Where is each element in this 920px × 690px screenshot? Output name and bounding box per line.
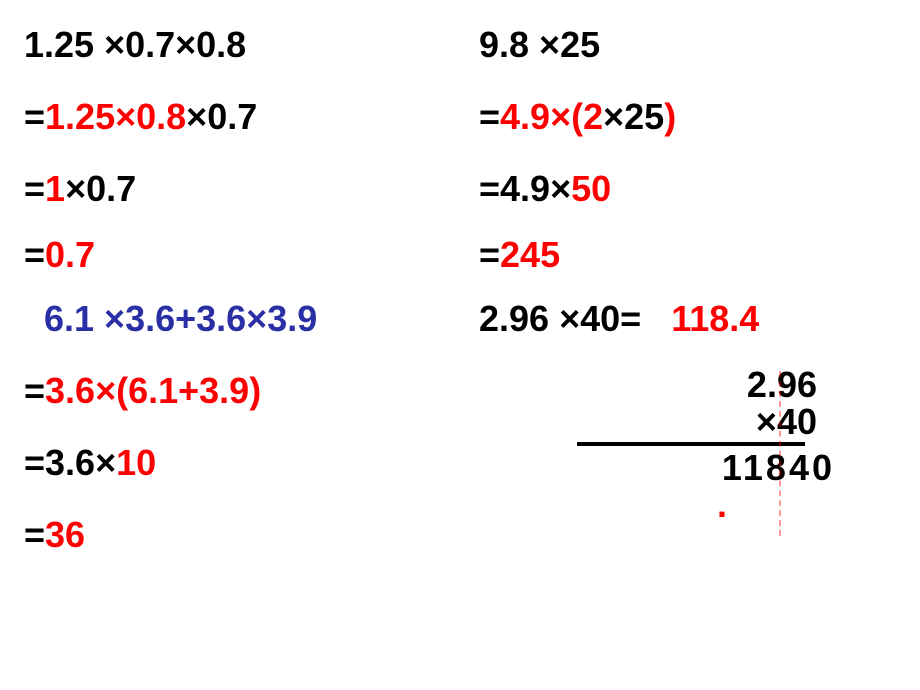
p2-s1-a: 4.9×(2 — [500, 96, 603, 138]
equals-sign: = — [24, 234, 45, 276]
gap — [641, 298, 671, 340]
decimal-guide-line — [779, 371, 781, 536]
p1-step-3: =0.7 — [24, 234, 479, 292]
p1-answer: 0.7 — [45, 234, 95, 276]
equals-sign: = — [479, 234, 500, 276]
ld-multiplier: ×40 — [567, 404, 909, 440]
equals-sign: = — [24, 96, 45, 138]
p2-s1-b: ×25 — [603, 96, 664, 138]
equals-sign: = — [24, 514, 45, 556]
problem-3-title: 6.1 ×3.6+3.6×3.9 — [24, 292, 479, 364]
equals-sign: = — [479, 96, 500, 138]
problem-4-title: 2.96 ×40= 118.4 — [479, 292, 909, 364]
problem-1-title: 1.25 ×0.7×0.8 — [24, 18, 479, 90]
p1-step-1: =1.25×0.8×0.7 — [24, 90, 479, 162]
p1-s2-tail: ×0.7 — [65, 168, 136, 210]
p4-answer: 118.4 — [671, 298, 759, 340]
problem-2-title: 9.8 ×25 — [479, 18, 909, 90]
p1-expr: 1.25 ×0.7×0.8 — [24, 24, 246, 66]
p3-expr: 6.1 ×3.6+3.6×3.9 — [44, 298, 317, 340]
p3-step-1: =3.6×(6.1+3.9) — [24, 364, 479, 436]
p1-s2-highlight: 1 — [45, 168, 65, 210]
left-column: 1.25 ×0.7×0.8 =1.25×0.8×0.7 =1×0.7 =0.7 … — [24, 18, 479, 580]
p3-step-2: =3.6×10 — [24, 436, 479, 508]
p3-s1-highlight: 3.6×(6.1+3.9) — [45, 370, 261, 412]
p4-lhs: 2.96 ×40= — [479, 298, 641, 340]
p3-s2-highlight: 10 — [116, 442, 156, 484]
p2-s2-highlight: 50 — [571, 168, 611, 210]
p2-step-3: =245 — [479, 234, 909, 292]
p3-answer: 36 — [45, 514, 85, 556]
right-column: 9.8 ×25 =4.9×(2×25) =4.9×50 =245 2.96 ×4… — [479, 18, 909, 580]
p2-s2-pre: =4.9× — [479, 168, 571, 210]
p2-answer: 245 — [500, 234, 560, 276]
equals-sign: = — [24, 168, 45, 210]
p2-step-2: =4.9×50 — [479, 162, 909, 234]
ld-product: 11840 — [567, 446, 909, 488]
p2-s1-c: ) — [664, 96, 676, 138]
equals-sign: = — [24, 370, 45, 412]
decimal-point-icon: . — [717, 484, 727, 526]
p2-expr: 9.8 ×25 — [479, 24, 600, 66]
p3-s2-pre: =3.6× — [24, 442, 116, 484]
p1-s1-highlight: 1.25×0.8 — [45, 96, 186, 138]
long-multiplication: 2.96 ×40 11840 . — [567, 366, 909, 487]
p1-s1-tail: ×0.7 — [186, 96, 257, 138]
p2-step-1: =4.9×(2×25) — [479, 90, 909, 162]
ld-multiplicand: 2.96 — [567, 366, 909, 404]
p3-step-3: =36 — [24, 508, 479, 580]
p1-step-2: =1×0.7 — [24, 162, 479, 234]
